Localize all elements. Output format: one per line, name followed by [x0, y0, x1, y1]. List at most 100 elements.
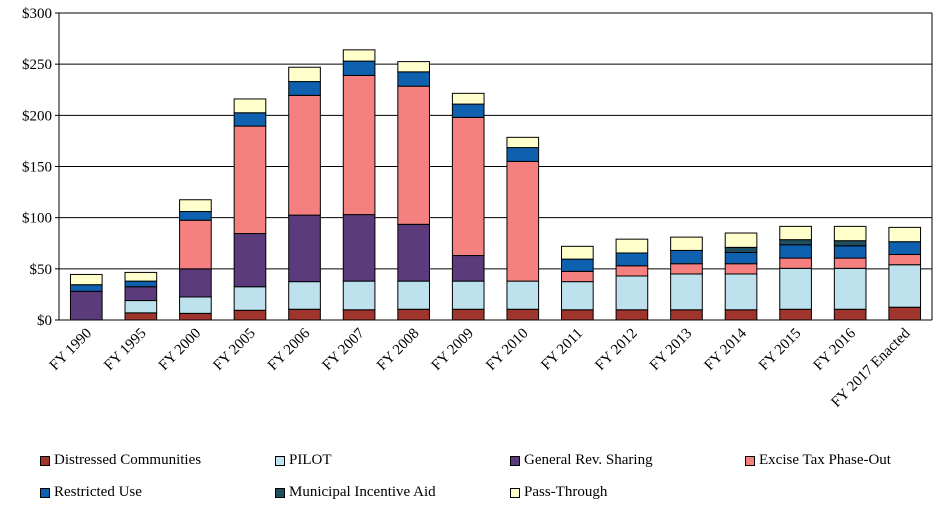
x-tick-label: FY 2006 [265, 325, 314, 374]
bar-segment [725, 264, 757, 274]
y-tick-label: $50 [30, 262, 53, 278]
bar-segment [180, 269, 212, 297]
bar-segment [289, 82, 321, 96]
bar-segment [125, 313, 157, 320]
bar-segment [343, 50, 375, 61]
bar-segment [780, 226, 812, 239]
bar-segment [180, 297, 212, 313]
bar-segment [452, 104, 484, 117]
bar-segment [780, 245, 812, 258]
bar-segment [289, 95, 321, 215]
bar-segment [616, 266, 648, 276]
x-tick-label: FY 2005 [210, 326, 258, 374]
bar-segment [343, 75, 375, 214]
bar-segment [452, 256, 484, 282]
y-tick-label: $150 [22, 160, 52, 176]
bar-segment [889, 265, 921, 307]
x-tick-label: FY 2011 [538, 326, 586, 374]
bar-segment [452, 93, 484, 104]
x-tick-label: FY 2000 [156, 326, 204, 374]
bar-segment [834, 309, 866, 320]
x-tick-label: FY 2007 [320, 325, 369, 374]
bar-segment [180, 220, 212, 269]
bar-segment [725, 252, 757, 263]
bar-segment [289, 282, 321, 310]
bar-segment [562, 246, 594, 259]
bar-segment [780, 240, 812, 245]
bar-segment [452, 117, 484, 255]
y-tick-label: $300 [22, 6, 52, 22]
bar-segment [780, 268, 812, 309]
bar-segment [343, 215, 375, 282]
y-tick-label: $200 [22, 108, 52, 124]
bar-segment [180, 212, 212, 221]
bar-segment [671, 237, 703, 250]
bar-segment [780, 258, 812, 268]
bar-segment [180, 313, 212, 320]
bar-segment [70, 285, 102, 292]
bar-segment [834, 246, 866, 258]
x-tick-label: FY 1990 [47, 326, 95, 374]
bar-segment [671, 250, 703, 263]
bar-segment [671, 264, 703, 274]
bar-segment [507, 309, 539, 320]
bar-segment [834, 258, 866, 268]
bar-segment [671, 310, 703, 320]
bar-segment [616, 239, 648, 253]
bar-segment [398, 62, 430, 72]
bar-segment [234, 310, 266, 320]
bar-segment [234, 99, 266, 113]
x-tick-label: FY 1995 [101, 326, 149, 374]
x-tick-label: FY 2009 [429, 326, 477, 374]
bar-segment [452, 281, 484, 309]
bar-segment [780, 309, 812, 320]
bar-segment [725, 310, 757, 320]
bar-segment [889, 255, 921, 265]
bar-segment [725, 247, 757, 252]
bar-segment [289, 67, 321, 81]
x-tick-label: FY 2014 [702, 325, 751, 374]
bar-segment [616, 253, 648, 266]
bar-segment [70, 274, 102, 284]
bar-segment [889, 307, 921, 320]
bar-segment [452, 309, 484, 320]
y-tick-label: $250 [22, 57, 52, 73]
bar-segment [507, 137, 539, 147]
bar-segment [725, 274, 757, 310]
bar-segment [562, 259, 594, 271]
bar-segment [562, 282, 594, 310]
bar-segment [125, 281, 157, 287]
bar-segment [834, 226, 866, 240]
x-tick-label: FY 2012 [592, 326, 640, 374]
bar-segment [889, 227, 921, 241]
x-tick-label: FY 2013 [647, 326, 695, 374]
bar-segment [616, 310, 648, 320]
bar-segment [234, 234, 266, 287]
bar-segment [889, 242, 921, 255]
bar-segment [562, 271, 594, 281]
x-tick-label: FY 2015 [756, 326, 804, 374]
bar-segment [834, 268, 866, 309]
y-tick-label: $0 [37, 313, 52, 329]
bar-segment [343, 310, 375, 320]
bar-segment [562, 310, 594, 320]
bar-segment [70, 291, 102, 320]
x-tick-label: FY 2016 [811, 325, 860, 374]
bar-segment [343, 61, 375, 75]
bar-segment [343, 281, 375, 310]
bar-segment [507, 281, 539, 309]
bar-segment [125, 301, 157, 313]
bar-segment [671, 274, 703, 310]
bar-segment [398, 224, 430, 281]
bar-segment [725, 233, 757, 247]
x-tick-label: FY 2008 [374, 326, 422, 374]
bar-segment [616, 276, 648, 310]
bar-segment [398, 72, 430, 86]
bar-segment [125, 272, 157, 281]
bar-segment [507, 148, 539, 162]
bar-segment [398, 281, 430, 309]
bar-segment [234, 113, 266, 126]
bar-segment [180, 200, 212, 212]
